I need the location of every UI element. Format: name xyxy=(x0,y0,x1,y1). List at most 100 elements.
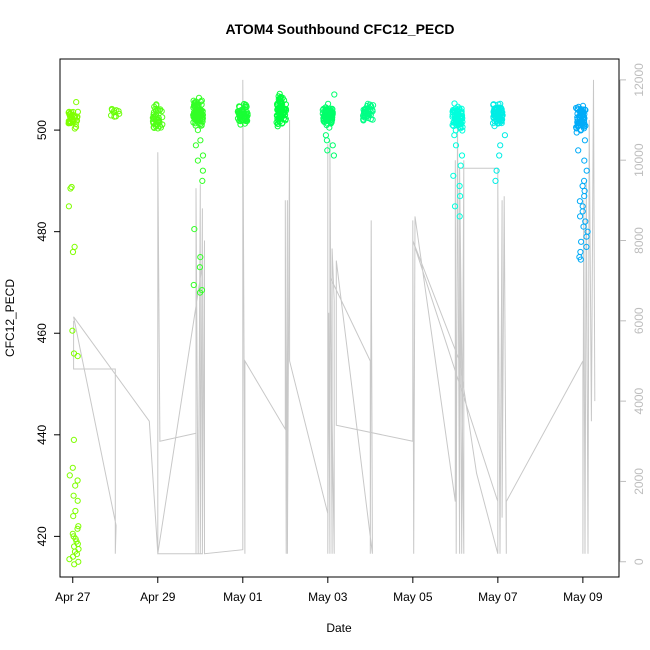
x-tick-label: May 07 xyxy=(478,590,518,604)
data-point xyxy=(578,238,585,245)
data-point xyxy=(322,106,330,113)
data-point xyxy=(496,117,503,124)
data-point xyxy=(456,213,463,220)
data-point xyxy=(576,198,584,205)
data-point xyxy=(196,117,203,124)
secondary-y-tick-label: 10000 xyxy=(632,143,646,177)
data-point xyxy=(322,115,329,122)
data-point xyxy=(192,142,199,149)
x-tick-label: May 03 xyxy=(308,590,348,604)
secondary-y-axis: 0 2000 4000 6000 8000 10000 12000 xyxy=(619,63,646,565)
secondary-y-tick-label: 0 xyxy=(632,558,646,565)
data-point xyxy=(331,91,338,98)
data-point xyxy=(451,100,458,107)
data-point xyxy=(197,98,204,105)
data-point xyxy=(452,142,460,149)
data-point xyxy=(581,137,589,144)
data-point xyxy=(69,248,77,256)
data-point xyxy=(194,157,201,164)
data-point xyxy=(457,193,464,200)
data-point xyxy=(328,117,335,124)
data-point xyxy=(369,116,376,123)
data-point xyxy=(581,193,588,200)
altitude-series xyxy=(73,79,596,555)
x-tick-label: May 09 xyxy=(563,590,603,604)
data-point xyxy=(577,127,584,134)
data-point xyxy=(237,121,244,128)
secondary-y-tick-label: 2000 xyxy=(632,468,646,495)
data-point xyxy=(191,226,198,233)
data-point xyxy=(324,147,331,154)
data-point xyxy=(199,152,207,159)
data-point xyxy=(582,122,589,129)
data-point xyxy=(361,114,368,121)
data-point xyxy=(458,152,466,159)
data-point xyxy=(192,113,199,120)
altitude-line xyxy=(73,79,596,555)
data-point xyxy=(70,492,77,499)
data-point xyxy=(577,213,584,220)
data-point xyxy=(454,115,462,122)
data-point xyxy=(199,167,206,174)
data-point xyxy=(74,497,81,504)
data-point xyxy=(199,177,206,184)
data-point xyxy=(69,530,76,537)
data-point xyxy=(453,107,460,114)
data-point xyxy=(70,436,78,443)
data-point xyxy=(70,513,77,520)
secondary-y-tick-label: 6000 xyxy=(632,307,646,334)
data-point xyxy=(282,117,289,124)
data-point xyxy=(491,123,498,130)
data-point xyxy=(575,147,582,154)
secondary-y-tick-label: 12000 xyxy=(632,63,646,97)
data-point xyxy=(580,106,587,113)
data-point xyxy=(329,142,336,149)
data-point xyxy=(71,125,78,132)
data-point xyxy=(498,109,505,116)
data-point xyxy=(244,110,251,117)
data-point xyxy=(239,108,247,115)
data-point xyxy=(72,124,80,131)
cfc12-series xyxy=(65,90,591,568)
data-point xyxy=(152,111,159,118)
data-point xyxy=(451,203,459,210)
data-point xyxy=(66,111,73,118)
chart-title: ATOM4 Southbound CFC12_PECD xyxy=(226,21,455,37)
data-point xyxy=(154,125,161,132)
data-point xyxy=(66,472,73,479)
data-point xyxy=(579,182,586,190)
data-point xyxy=(274,123,281,130)
data-point xyxy=(456,182,463,190)
data-point xyxy=(583,167,590,174)
data-point xyxy=(68,109,75,116)
data-point xyxy=(191,100,198,107)
data-point xyxy=(69,464,76,471)
data-point xyxy=(458,112,466,119)
data-point xyxy=(576,114,584,121)
data-point xyxy=(323,137,330,144)
data-point xyxy=(276,90,283,97)
data-point xyxy=(319,110,326,117)
data-point xyxy=(66,556,73,563)
data-point xyxy=(72,121,79,128)
data-point xyxy=(366,101,374,108)
y-tick-label: 500 xyxy=(35,120,49,140)
data-point xyxy=(74,113,81,120)
y-tick-label: 480 xyxy=(35,221,49,241)
data-point xyxy=(363,106,370,113)
data-point xyxy=(194,127,201,134)
data-point xyxy=(326,112,333,119)
data-point xyxy=(65,203,73,210)
data-point xyxy=(492,177,499,184)
data-point xyxy=(497,142,504,149)
data-point xyxy=(197,254,204,261)
data-point xyxy=(198,97,205,104)
data-point xyxy=(243,102,250,109)
data-point xyxy=(330,152,337,159)
data-point xyxy=(583,233,590,240)
data-point xyxy=(68,183,75,191)
secondary-y-tick-label: 4000 xyxy=(632,387,646,414)
data-point xyxy=(449,111,456,119)
data-point xyxy=(583,243,590,250)
data-point xyxy=(450,172,457,179)
